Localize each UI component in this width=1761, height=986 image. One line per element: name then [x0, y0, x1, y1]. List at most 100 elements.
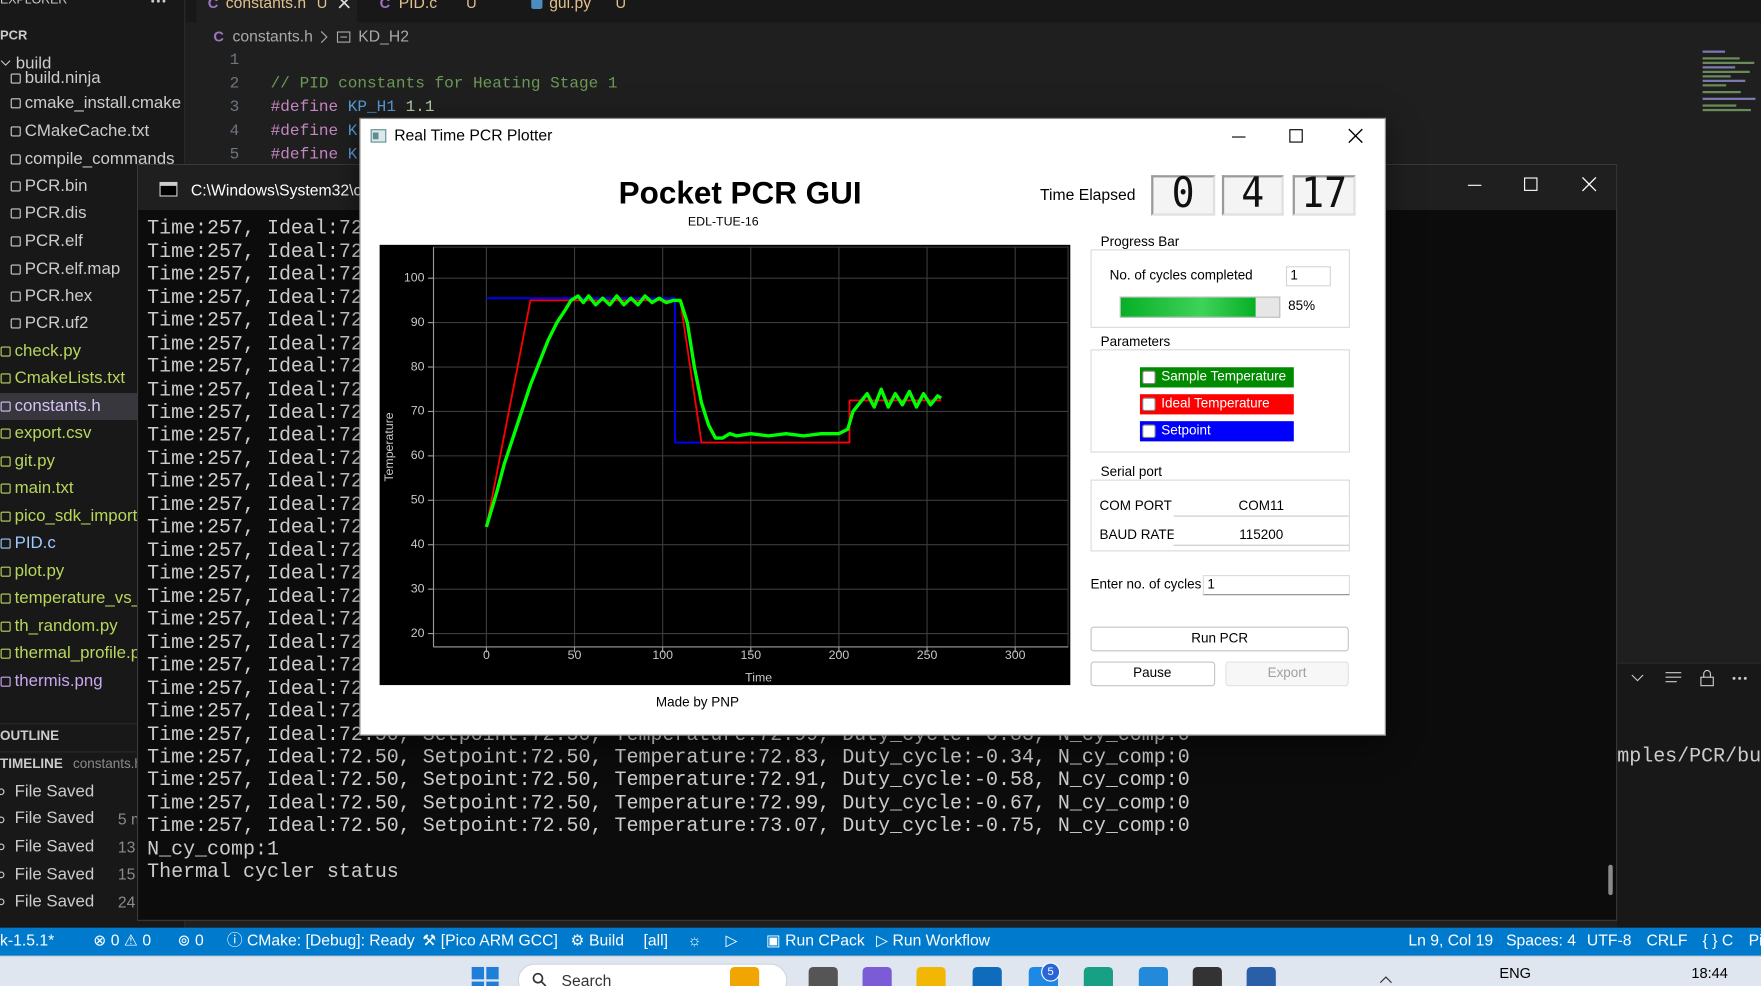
taskbar-app[interactable] [862, 966, 892, 986]
taskbar-app[interactable] [1192, 966, 1222, 986]
tab-badge[interactable]: U [615, 0, 626, 12]
legend-checkbox-row[interactable] [1139, 421, 1294, 442]
file-item[interactable]: PCR.uf2 [24, 313, 89, 333]
file-item[interactable]: constants.h [14, 396, 101, 416]
file-item[interactable]: plot.py [14, 561, 65, 581]
status-item[interactable]: ☼ [687, 931, 702, 950]
status-item[interactable]: { } C [1702, 931, 1734, 950]
taskbar-app[interactable] [808, 966, 838, 986]
project-name[interactable]: PCR [0, 28, 28, 43]
explorer-menu[interactable] [150, 0, 166, 3]
taskbar-app[interactable] [1083, 966, 1113, 986]
tab-label[interactable]: constants.h [225, 0, 307, 12]
export-button[interactable] [1225, 661, 1349, 687]
status-item[interactable]: CRLF [1646, 931, 1688, 950]
cycles-field[interactable] [1202, 575, 1350, 596]
panel-dropdown[interactable] [1631, 674, 1644, 682]
maximize-button[interactable] [1289, 129, 1303, 143]
timeline-item[interactable]: File Saved [14, 864, 95, 884]
maximize-button[interactable] [1524, 177, 1538, 191]
outline-divider [0, 723, 186, 725]
start-button[interactable] [471, 966, 499, 986]
file-item[interactable]: th_random.py [14, 616, 118, 636]
tab-icon[interactable]: C [379, 0, 391, 12]
folder-chevron[interactable] [0, 60, 11, 67]
file-item[interactable]: check.py [14, 341, 82, 361]
timeline-item[interactable]: File Saved [14, 809, 95, 829]
file-item[interactable]: PID.c [14, 533, 56, 553]
tray-chevron[interactable] [1379, 976, 1392, 984]
file-item[interactable]: PCR.dis [24, 202, 87, 223]
status-item[interactable]: Pi [1748, 931, 1761, 950]
run-button[interactable] [1090, 626, 1349, 652]
file-item[interactable]: PCR.elf [24, 231, 83, 251]
file-item[interactable]: CmakeLists.txt [14, 368, 126, 388]
status-item[interactable]: ▷ [725, 931, 738, 950]
legend-checkbox-row[interactable] [1139, 394, 1294, 415]
file-item[interactable]: build [15, 53, 52, 73]
minimap-part [1702, 79, 1746, 82]
tab-badge[interactable]: U [316, 0, 328, 12]
tab-icon[interactable] [531, 0, 543, 9]
timeline-item[interactable]: File Saved [14, 836, 95, 856]
pause-button[interactable] [1090, 661, 1216, 687]
breadcrumb-file[interactable]: constants.h [232, 27, 313, 46]
status-item[interactable]: ▷ Run Workflow [876, 931, 991, 950]
file-item[interactable]: PCR.hex [24, 286, 93, 306]
status-item[interactable]: Spaces: 4 [1506, 931, 1576, 950]
tab-label[interactable]: PID.c [398, 0, 438, 12]
status-item[interactable]: ▣ Run CPack [765, 931, 865, 950]
tab-label[interactable]: gui.py [549, 0, 592, 12]
minimize-button[interactable] [1232, 136, 1246, 138]
status-item[interactable]: ⊚ 0 [177, 931, 204, 950]
timeline-header[interactable]: TIMELINE [0, 756, 63, 773]
timeline-item[interactable]: File Saved [14, 891, 95, 911]
status-item[interactable]: Ln 9, Col 19 [1408, 931, 1494, 950]
outline-header[interactable]: OUTLINE [0, 728, 60, 744]
status-item[interactable]: UTF-8 [1586, 931, 1632, 950]
taskbar-app[interactable] [972, 966, 1002, 986]
taskbar-app[interactable] [916, 966, 946, 986]
baud-field[interactable] [1173, 525, 1349, 546]
taskbar-app[interactable] [1138, 966, 1169, 986]
status-item[interactable]: ⚙ Build [570, 931, 624, 950]
file-item[interactable]: pico_sdk_import. [14, 506, 142, 526]
status-item[interactable]: ⚒ [Pico ARM GCC] [422, 931, 558, 950]
panel-more[interactable] [1732, 676, 1748, 680]
minimize-button[interactable] [1467, 184, 1482, 186]
panel-lock[interactable] [1700, 670, 1714, 687]
file-item[interactable]: PCR.bin [24, 176, 88, 196]
legend-checkbox[interactable] [1142, 370, 1156, 385]
timeline-item[interactable]: File Saved [14, 781, 95, 801]
com-field[interactable] [1173, 496, 1349, 517]
panel-clear[interactable] [1665, 672, 1682, 685]
tab-badge[interactable]: U [466, 0, 477, 12]
status-item[interactable]: ⊗ 0 ⚠ 0 [93, 931, 152, 950]
file-item[interactable]: thermis.png [14, 671, 103, 691]
tab-close[interactable] [338, 0, 350, 9]
tab-icon[interactable]: C [207, 0, 219, 12]
file-item[interactable]: temperature_vs_ [14, 588, 142, 608]
taskbar-app[interactable] [1246, 966, 1276, 986]
file-item[interactable]: git.py [14, 451, 55, 471]
close-button[interactable] [1348, 128, 1363, 144]
legend-checkbox[interactable] [1142, 424, 1156, 439]
file-item[interactable]: export.csv [14, 423, 92, 443]
taskbar-app[interactable] [730, 966, 760, 986]
file-item[interactable]: thermal_profile.p [14, 643, 141, 663]
file-item[interactable]: build.ninja [24, 68, 101, 88]
file-item[interactable]: CMakeCache.txt [24, 121, 150, 141]
file-item[interactable]: main.txt [14, 478, 74, 498]
close-button[interactable] [1581, 176, 1597, 192]
status-item[interactable]: k-1.5.1* [0, 931, 55, 950]
legend-checkbox[interactable] [1142, 397, 1156, 412]
legend-checkbox-row[interactable] [1139, 367, 1294, 388]
status-item[interactable]: [all] [643, 931, 669, 950]
file-item[interactable]: compile_commands [24, 149, 175, 169]
status-item[interactable]: ⓘ CMake: [Debug]: Ready [226, 931, 415, 950]
tray-clock[interactable]: 18:44 [1691, 964, 1728, 982]
file-item[interactable]: cmake_install.cmake [24, 92, 182, 113]
tray-language[interactable]: ENG [1499, 964, 1531, 982]
breadcrumb-symbol[interactable]: KD_H2 [358, 27, 409, 46]
file-item[interactable]: PCR.elf.map [24, 259, 121, 279]
